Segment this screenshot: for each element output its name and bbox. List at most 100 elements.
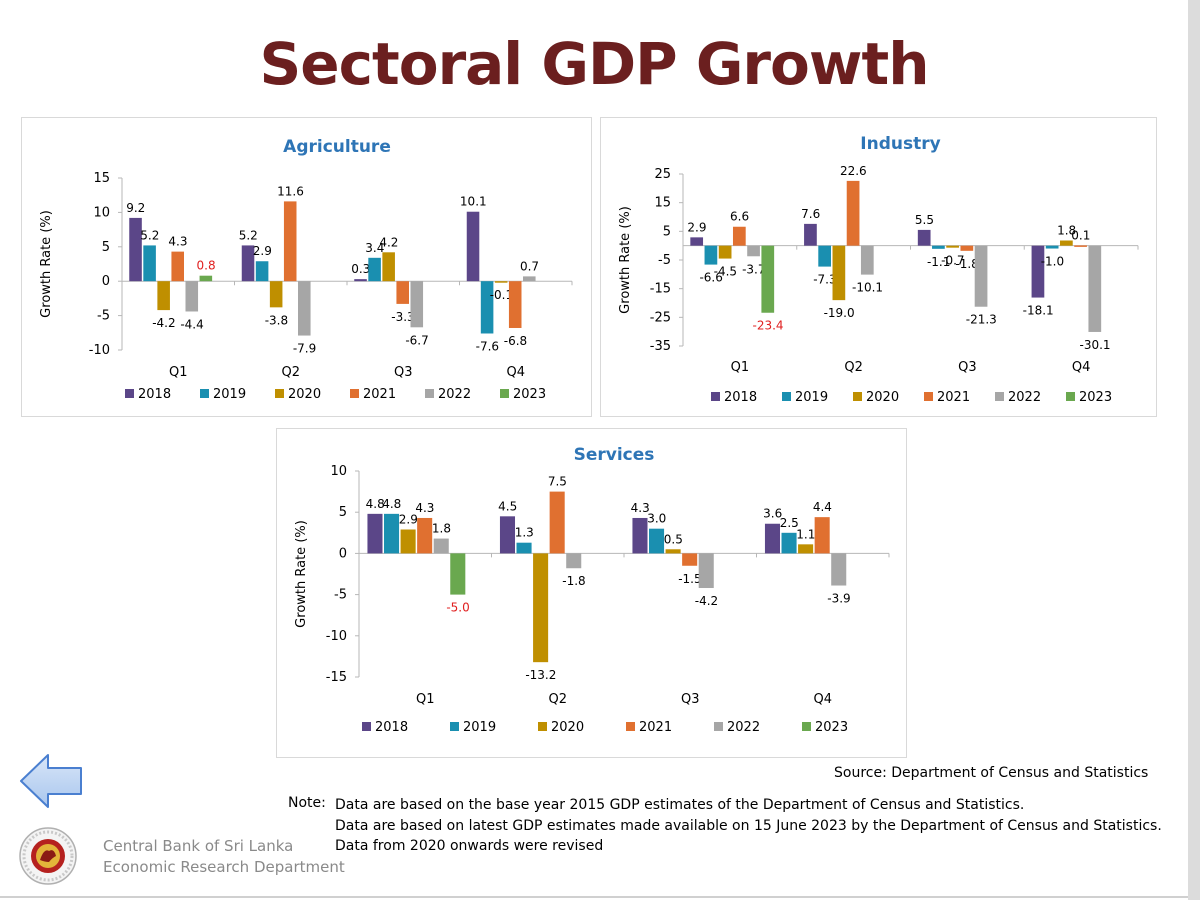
- data-label: 4.3: [415, 501, 434, 515]
- data-label: -21.3: [966, 313, 997, 327]
- chart-title: Industry: [860, 134, 940, 154]
- note-line: Data are based on latest GDP estimates m…: [335, 817, 1162, 834]
- data-label: -3.7: [742, 262, 765, 276]
- note-line: Data are based on the base year 2015 GDP…: [335, 797, 1025, 813]
- x-tick-label: Q4: [813, 692, 832, 707]
- bar-2021-Q3: [960, 245, 974, 251]
- data-label: 4.5: [498, 499, 517, 513]
- bar-2022-Q2: [298, 281, 311, 336]
- bar-2019-Q1: [143, 245, 156, 282]
- bar-2022-Q3: [974, 245, 988, 307]
- data-label: -4.4: [180, 317, 203, 331]
- data-label: 9.2: [126, 201, 145, 215]
- data-label: 1.8: [1057, 224, 1076, 238]
- bar-2021-Q3: [396, 281, 409, 304]
- legend-label: 2018: [724, 390, 757, 405]
- bar-2021-Q2: [549, 491, 565, 554]
- bar-2022-Q3: [698, 553, 714, 589]
- data-label: 6.6: [730, 210, 749, 224]
- back-button[interactable]: [18, 752, 84, 810]
- x-tick-label: Q3: [681, 692, 700, 707]
- legend-label: 2022: [727, 720, 760, 735]
- central-bank-logo: [16, 826, 80, 886]
- data-label: -7.9: [293, 342, 316, 356]
- x-tick-label: Q4: [506, 365, 525, 380]
- bar-2020-Q4: [1060, 240, 1073, 246]
- bar-2022-Q2: [860, 245, 874, 275]
- org-line-2: Economic Research Department: [103, 858, 345, 876]
- services-chart-panel: Services Growth Rate (%) 10 5 0 -5 -10 -15 Q1 4.8…: [276, 428, 907, 758]
- bar-2018-Q2: [499, 516, 516, 554]
- bar-2020-Q2: [269, 281, 283, 308]
- source-text: Source: Department of Census and Statist…: [834, 765, 1149, 781]
- data-label: 22.6: [840, 164, 867, 178]
- y-tick-label: 5: [339, 505, 347, 520]
- data-label: -0.1: [490, 288, 513, 302]
- y-tick-label: -10: [89, 343, 110, 358]
- legend-swatch-2019: [200, 389, 209, 398]
- note-label: Note:: [288, 795, 326, 811]
- bar-2018-Q3: [354, 279, 367, 282]
- y-tick-label: -35: [650, 339, 671, 354]
- bar-2019-Q4: [1045, 245, 1059, 249]
- y-tick-label: 5: [663, 224, 671, 239]
- bar-2019-Q2: [818, 245, 832, 267]
- chart-title: Agriculture: [283, 137, 391, 157]
- data-label: 4.3: [168, 235, 187, 249]
- legend-label: 2019: [795, 390, 828, 405]
- org-line-1: Central Bank of Sri Lanka: [103, 837, 294, 855]
- data-label: -4.5: [714, 265, 737, 279]
- left-arrow-icon: [20, 754, 82, 808]
- data-label: 3.0: [647, 512, 666, 526]
- services-chart: Services Growth Rate (%) 10 5 0 -5 -10 -15 Q1 4.8…: [294, 445, 890, 735]
- bar-2021-Q1: [171, 251, 184, 282]
- data-label: 2.9: [687, 220, 706, 234]
- bar-2022-Q1: [433, 538, 449, 554]
- legend-swatch-2020: [538, 722, 547, 731]
- bar-2019-Q3: [649, 528, 665, 554]
- data-label: 3.6: [763, 507, 782, 521]
- bar-2019-Q4: [480, 281, 494, 334]
- bar-2022-Q1: [185, 281, 199, 312]
- bar-2020-Q3: [946, 245, 959, 248]
- bar-2021-Q2: [846, 180, 860, 246]
- y-tick-label: 0: [339, 546, 347, 561]
- legend-swatch-2018: [362, 722, 371, 731]
- bar-2018-Q2: [804, 223, 817, 246]
- legend-label: 2021: [363, 387, 396, 402]
- data-label: -6.7: [405, 333, 428, 347]
- x-tick-label: Q1: [169, 365, 188, 380]
- legend-label: 2019: [463, 720, 496, 735]
- y-tick-label: -15: [326, 670, 347, 685]
- y-tick-label: -15: [650, 282, 671, 297]
- chart-title: Services: [574, 445, 655, 465]
- legend-label: 2023: [1079, 390, 1112, 405]
- bar-2019-Q1: [704, 245, 718, 265]
- bar-2019-Q2: [516, 542, 532, 554]
- x-tick-label: Q3: [958, 360, 977, 375]
- data-label: 10.1: [460, 195, 487, 209]
- data-label: -30.1: [1080, 338, 1111, 352]
- legend-swatch-2019: [450, 722, 459, 731]
- y-tick-label: 0: [102, 274, 110, 289]
- x-tick-label: Q3: [394, 365, 413, 380]
- x-tick-label: Q1: [731, 360, 750, 375]
- bar-2018-Q4: [1031, 245, 1045, 298]
- data-label: -23.4: [752, 319, 783, 333]
- data-label: -3.8: [265, 313, 288, 327]
- y-tick-label: -5: [334, 588, 347, 603]
- data-label: 1.3: [515, 526, 534, 540]
- notes: Data are based on the base year 2015 GDP…: [335, 795, 1162, 857]
- data-label: -1.5: [678, 572, 701, 586]
- data-label: -4.2: [152, 316, 175, 330]
- legend-swatch-2020: [275, 389, 284, 398]
- data-label: -7.6: [476, 339, 499, 353]
- x-tick-label: Q4: [1072, 360, 1091, 375]
- bar-2021-Q1: [732, 226, 746, 246]
- bar-2022-Q4: [1088, 245, 1102, 332]
- legend-swatch-2018: [125, 389, 134, 398]
- bar-2020-Q3: [665, 549, 681, 554]
- bar-2019-Q3: [368, 257, 381, 282]
- data-label: 7.6: [801, 207, 820, 221]
- legend-label: 2021: [639, 720, 672, 735]
